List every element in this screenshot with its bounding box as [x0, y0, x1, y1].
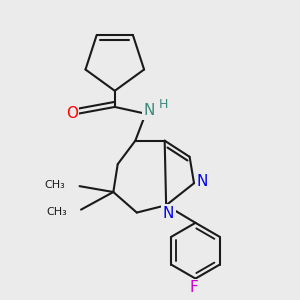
Text: N: N: [143, 103, 155, 118]
Text: F: F: [190, 280, 198, 296]
Text: N: N: [163, 206, 174, 221]
Text: N: N: [196, 174, 208, 189]
Text: O: O: [66, 106, 78, 121]
Text: H: H: [159, 98, 169, 111]
Text: CH₃: CH₃: [46, 207, 67, 217]
Text: CH₃: CH₃: [44, 180, 65, 190]
